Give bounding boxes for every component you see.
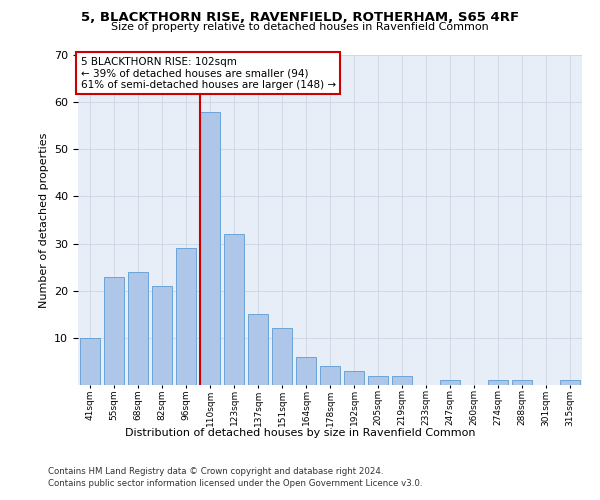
Y-axis label: Number of detached properties: Number of detached properties xyxy=(38,132,49,308)
Bar xyxy=(560,380,580,385)
Bar xyxy=(104,276,124,385)
Text: Distribution of detached houses by size in Ravenfield Common: Distribution of detached houses by size … xyxy=(125,428,475,438)
Bar xyxy=(296,356,316,385)
Bar xyxy=(440,380,460,385)
Bar xyxy=(80,338,100,385)
Text: 5 BLACKTHORN RISE: 102sqm
← 39% of detached houses are smaller (94)
61% of semi-: 5 BLACKTHORN RISE: 102sqm ← 39% of detac… xyxy=(80,56,335,90)
Text: Contains HM Land Registry data © Crown copyright and database right 2024.: Contains HM Land Registry data © Crown c… xyxy=(48,468,383,476)
Bar xyxy=(320,366,340,385)
Bar xyxy=(224,234,244,385)
Bar xyxy=(200,112,220,385)
Bar xyxy=(512,380,532,385)
Bar xyxy=(368,376,388,385)
Text: Size of property relative to detached houses in Ravenfield Common: Size of property relative to detached ho… xyxy=(111,22,489,32)
Bar xyxy=(488,380,508,385)
Bar xyxy=(272,328,292,385)
Bar xyxy=(392,376,412,385)
Bar xyxy=(176,248,196,385)
Text: Contains public sector information licensed under the Open Government Licence v3: Contains public sector information licen… xyxy=(48,479,422,488)
Bar xyxy=(128,272,148,385)
Bar xyxy=(248,314,268,385)
Text: 5, BLACKTHORN RISE, RAVENFIELD, ROTHERHAM, S65 4RF: 5, BLACKTHORN RISE, RAVENFIELD, ROTHERHA… xyxy=(81,11,519,24)
Bar xyxy=(344,371,364,385)
Bar xyxy=(152,286,172,385)
